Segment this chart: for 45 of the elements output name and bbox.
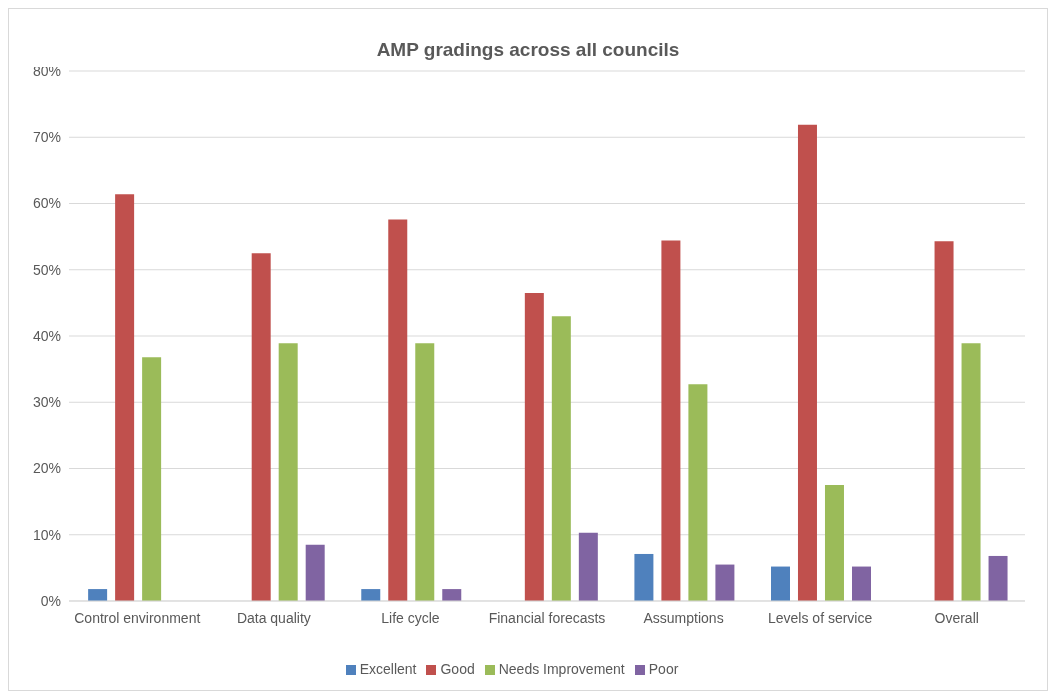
y-tick-label: 50% (32, 261, 61, 278)
y-tick-label: 40% (32, 327, 61, 344)
bar (142, 357, 162, 601)
bar (824, 485, 844, 601)
y-tick-label: 80% (32, 62, 61, 79)
bar (661, 240, 681, 601)
bar (278, 343, 298, 601)
y-tick-label: 10% (32, 526, 61, 543)
bar (388, 219, 408, 601)
bar (961, 343, 981, 601)
chart-title: AMP gradings across all councils (376, 39, 680, 60)
bar (851, 566, 871, 601)
bar (551, 316, 571, 601)
y-tick-label: 0% (40, 592, 61, 609)
bar (578, 532, 598, 601)
x-tick-label: Assumptions (643, 610, 724, 626)
bar (251, 253, 271, 601)
x-tick-label: Life cycle (381, 610, 440, 626)
x-tick-label: Overall (934, 610, 979, 626)
bar (715, 564, 735, 601)
legend-label: Poor (648, 661, 679, 677)
x-tick-label: Financial forecasts (488, 610, 606, 626)
legend-label: Good (440, 661, 475, 677)
bar (415, 343, 435, 601)
bar (770, 566, 790, 601)
bar (115, 194, 135, 601)
x-tick-label: Data quality (236, 610, 311, 626)
bar (442, 589, 462, 601)
legend-label: Needs Improvement (498, 661, 625, 677)
y-tick-label: 30% (32, 394, 61, 411)
x-tick-label: Levels of service (768, 610, 873, 626)
y-tick-label: 60% (32, 195, 61, 212)
bar (988, 555, 1008, 601)
legend-label: Excellent (359, 661, 417, 677)
bar (88, 589, 108, 601)
y-tick-label: 70% (32, 129, 61, 146)
bar (934, 241, 954, 601)
bar (524, 292, 544, 601)
bar (305, 544, 325, 601)
x-tick-label: Control environment (74, 610, 201, 626)
bar (361, 589, 381, 601)
y-tick-label: 20% (32, 460, 61, 477)
bar (688, 384, 708, 601)
bar (634, 553, 654, 601)
bar (797, 124, 817, 601)
